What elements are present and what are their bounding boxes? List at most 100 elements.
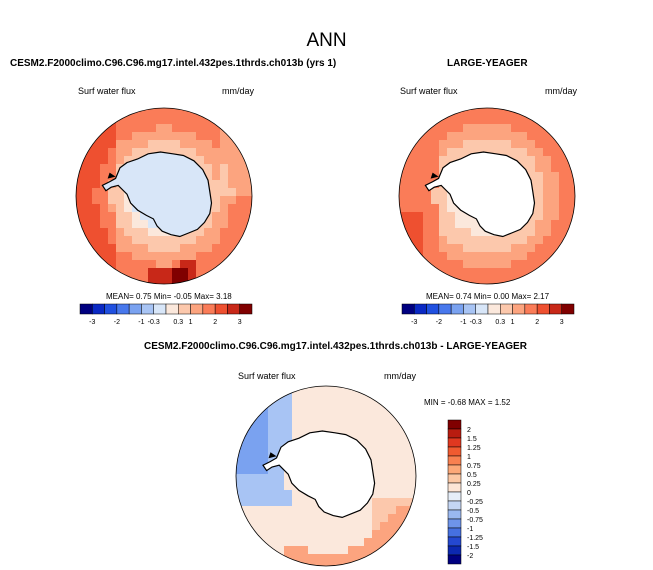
colorbar3-swatch — [447, 491, 462, 502]
map3-cell — [372, 530, 381, 539]
map3-cell — [380, 506, 389, 515]
map1-cell — [148, 116, 157, 125]
map1-cell — [116, 196, 125, 205]
map1-cell — [116, 204, 125, 213]
map3-cell — [292, 490, 301, 499]
map3-cell — [276, 466, 285, 475]
map3-cell — [300, 514, 309, 523]
map3-cell — [388, 490, 397, 499]
map3-cell — [332, 418, 341, 427]
map3-cell — [268, 530, 277, 539]
map3-cell — [332, 538, 341, 547]
map1-cell — [108, 220, 117, 229]
colorbar2-swatch — [401, 303, 415, 315]
map1-cell — [172, 244, 181, 253]
map3-border — [235, 385, 417, 567]
map2-cell — [431, 204, 440, 213]
map2-cell — [407, 172, 416, 181]
map2-cell — [415, 204, 424, 213]
colorbar2-tick-label: 2 — [535, 319, 539, 326]
map2-cell — [487, 244, 496, 253]
map1-cell — [100, 156, 109, 165]
map2-cell — [423, 228, 432, 237]
map1-cell — [124, 124, 133, 133]
map1-cell — [92, 228, 101, 237]
map3-cell — [268, 426, 277, 435]
map3-cell — [356, 514, 365, 523]
map2-cell — [535, 252, 544, 261]
map3-cell — [396, 482, 405, 491]
map3-cell — [284, 554, 293, 563]
map3-cell — [308, 506, 317, 515]
map3-cell — [236, 474, 245, 483]
colorbar3-tick-label: 1 — [467, 454, 471, 461]
map3-cell — [268, 402, 277, 411]
map1-cell — [196, 132, 205, 141]
map3-cell — [404, 474, 413, 483]
map3-cell — [292, 418, 301, 427]
map2-cell — [543, 140, 552, 149]
map1-cell — [116, 252, 125, 261]
map1-cell — [84, 172, 93, 181]
map2-cell — [543, 244, 552, 253]
map1-cell — [204, 124, 213, 133]
panel1-min-value: -0.05 — [173, 292, 192, 301]
map1-cell — [164, 108, 173, 117]
map2-cell — [495, 116, 504, 125]
map1-cell — [220, 252, 229, 261]
map2-cell — [519, 244, 528, 253]
map2-cell — [423, 260, 432, 269]
map3-cell — [356, 546, 365, 555]
map2-cell — [527, 236, 536, 245]
colorbar1-tick-label: 0.3 — [173, 319, 183, 326]
map2-cell — [423, 164, 432, 173]
map2-cell — [455, 116, 464, 125]
map2-cell — [503, 260, 512, 269]
map3-cell — [268, 434, 277, 443]
map2-cell — [527, 244, 536, 253]
map1-cell — [140, 220, 149, 229]
map3-cell — [316, 418, 325, 427]
map3-cell — [300, 418, 309, 427]
map1-cell — [204, 132, 213, 141]
map3-cell — [292, 554, 301, 563]
map1-cell — [228, 156, 237, 165]
map3-cell — [284, 546, 293, 555]
map2-cell — [503, 236, 512, 245]
map1-cell — [148, 228, 157, 237]
map2-cell — [479, 268, 488, 277]
panel3-stats: MIN = -0.68 MAX = 1.52 — [424, 398, 510, 407]
map2-cell — [567, 196, 575, 205]
map1-cell — [84, 156, 93, 165]
map1-cell — [100, 188, 109, 197]
map1-cell — [84, 204, 93, 213]
map2-cell — [463, 212, 472, 221]
map1-cell — [164, 236, 173, 245]
panel3-min-label: MIN = — [424, 398, 446, 407]
map2-cell — [439, 220, 448, 229]
map3-cell — [356, 394, 365, 403]
map1-cell — [140, 140, 149, 149]
map3-cell — [276, 426, 285, 435]
map2-cell — [439, 252, 448, 261]
map3-cell — [356, 562, 365, 566]
map3-cell — [300, 530, 309, 539]
map3-cell — [316, 394, 325, 403]
colorbar1-tick-label: -1 — [138, 319, 144, 326]
panel2-mean-value: 0.74 — [456, 292, 472, 301]
map1-cell — [148, 220, 157, 229]
map3-cell — [276, 490, 285, 499]
map2-cell — [439, 188, 448, 197]
map3-cell — [388, 514, 397, 523]
colorbar2-swatch — [536, 303, 550, 315]
map3-cell — [268, 482, 277, 491]
map2-cell — [463, 276, 472, 284]
map2-cell — [495, 140, 504, 149]
map3-cell — [388, 434, 397, 443]
map1-cell — [116, 108, 125, 117]
map3-cell — [300, 386, 309, 395]
map3-cell — [380, 490, 389, 499]
map2-cell — [535, 140, 544, 149]
map3-cell — [388, 482, 397, 491]
map3-cell — [308, 498, 317, 507]
